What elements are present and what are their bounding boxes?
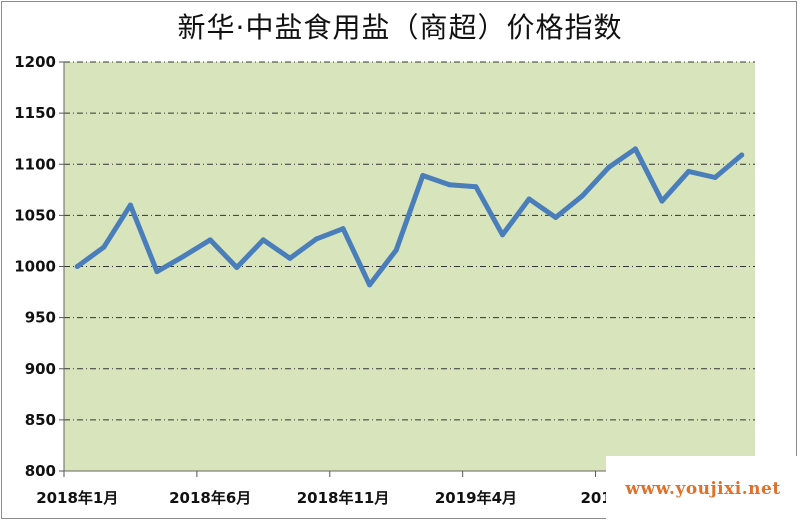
- x-tick-label: 2018年11月: [297, 489, 390, 507]
- data-point: [287, 255, 293, 261]
- gridlines: [59, 61, 755, 472]
- data-point: [154, 269, 160, 275]
- series-line-0: [74, 146, 745, 288]
- data-point: [101, 244, 107, 250]
- y-tick-label: 1100: [14, 155, 56, 173]
- x-tick-label: 2019年4月: [435, 489, 517, 507]
- y-tick-label: 900: [25, 360, 56, 378]
- data-point: [420, 172, 426, 178]
- y-tick-label: 1000: [14, 258, 56, 276]
- x-tick-label: 2018年1月: [36, 489, 118, 507]
- data-point: [473, 184, 479, 190]
- data-point: [313, 236, 319, 242]
- data-point: [659, 198, 665, 204]
- y-tick-label: 800: [25, 462, 56, 480]
- watermark: www.youjixi.net: [606, 456, 800, 522]
- chart-title: 新华·中盐食用盐（商超）价格指数: [177, 11, 623, 44]
- x-tick-labels: 2018年1月2018年6月2018年11月2019年4月2019年: [36, 471, 637, 507]
- data-point: [446, 182, 452, 188]
- data-point: [127, 202, 133, 208]
- data-point: [579, 193, 585, 199]
- y-tick-label: 1050: [14, 206, 56, 224]
- data-point: [181, 253, 187, 259]
- series-group: [74, 146, 745, 288]
- data-point: [393, 247, 399, 253]
- y-tick-labels: 800 850 900 950 1000 1050 1100 1150 1200: [14, 53, 56, 480]
- data-point: [234, 265, 240, 271]
- data-point: [260, 237, 266, 243]
- data-point: [500, 232, 506, 238]
- data-point: [74, 264, 80, 269]
- data-point: [340, 226, 346, 232]
- data-point: [367, 282, 373, 288]
- y-tick-label: 950: [25, 309, 56, 327]
- y-tick-label: 1150: [14, 104, 56, 122]
- x-tick-label: 2018年6月: [169, 489, 251, 507]
- data-point: [526, 196, 532, 202]
- data-point: [712, 175, 718, 181]
- data-point: [686, 168, 692, 174]
- data-point: [553, 214, 559, 220]
- data-point: [632, 146, 638, 152]
- y-tick-label: 850: [25, 411, 56, 429]
- data-point: [207, 237, 213, 243]
- watermark-text: www.youjixi.net: [625, 479, 781, 499]
- y-tick-label: 1200: [14, 53, 56, 71]
- data-point: [739, 152, 745, 158]
- data-point: [606, 164, 612, 170]
